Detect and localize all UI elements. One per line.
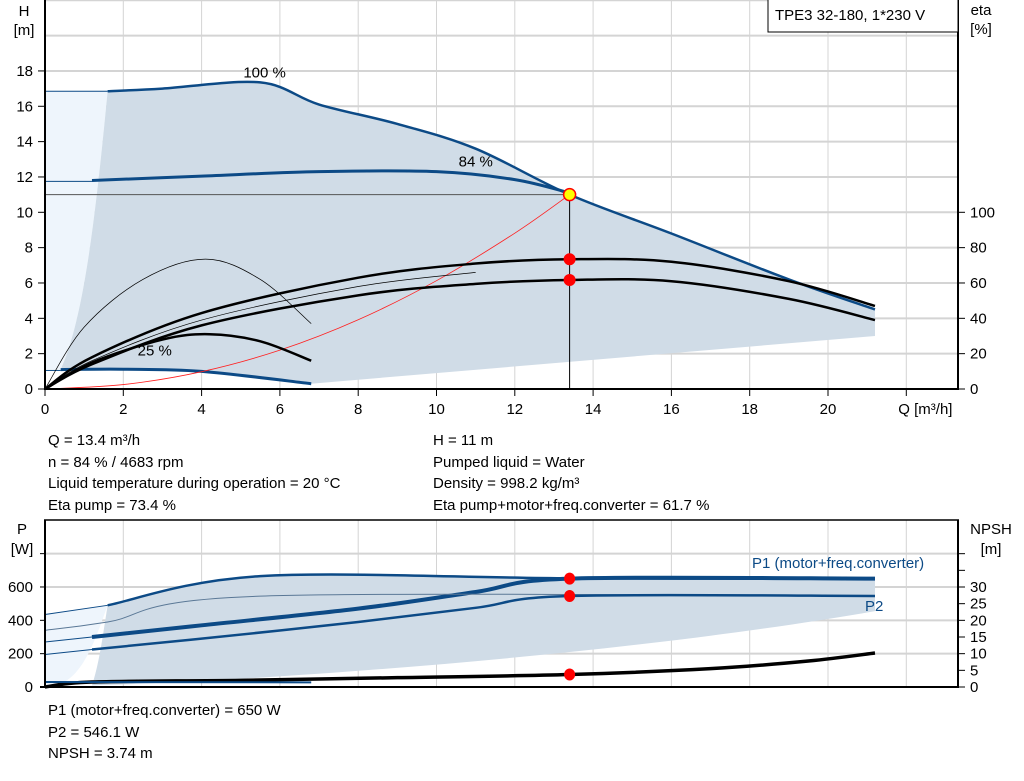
x-tick-label: 10 xyxy=(428,401,445,418)
info-temperature: Liquid temperature during operation = 20… xyxy=(48,475,341,492)
y-tick-label: 16 xyxy=(16,98,33,115)
npsh-point xyxy=(564,668,576,681)
curve-h-100 xyxy=(107,80,876,311)
curve-system-curve xyxy=(44,194,570,390)
curve-p2-84 xyxy=(91,593,875,651)
y2-tick-label: 100 xyxy=(970,204,995,221)
info-npsh: NPSH = 3.74 m xyxy=(48,745,153,762)
power-range-light-area xyxy=(45,605,108,686)
info-power: P1 (motor+freq.converter) = 650 W P2 = 5… xyxy=(48,700,281,765)
p1-84-extension xyxy=(44,636,93,643)
info-right: H = 11 m Pumped liquid = Water Density =… xyxy=(433,430,709,516)
y-tick-label: 18 xyxy=(16,63,33,80)
y-tick-label: 14 xyxy=(16,134,33,151)
p2-84-extension xyxy=(44,648,93,655)
npsh-axis-label: NPSH xyxy=(970,521,1012,538)
y-tick-label: 4 xyxy=(25,310,33,327)
y-tick-label: 12 xyxy=(16,169,33,186)
p-tick-label: 200 xyxy=(8,646,33,663)
npsh-tick-label: 5 xyxy=(970,662,978,679)
curve-h-25 xyxy=(60,367,312,386)
y2-tick-label: 60 xyxy=(970,275,987,292)
curve-label: 100 % xyxy=(243,64,286,81)
info-liquid: Pumped liquid = Water xyxy=(433,453,585,471)
y-tick-label: 10 xyxy=(16,204,33,221)
x-tick-label: 12 xyxy=(506,401,523,418)
y-tick-label: 6 xyxy=(25,275,33,292)
p2-point xyxy=(564,589,576,602)
y2-axis-unit: [%] xyxy=(970,21,992,38)
y2-tick-label: 0 xyxy=(970,381,978,398)
y-axis-label: H xyxy=(19,3,30,20)
power-range-area xyxy=(91,574,875,686)
y2-tick-label: 20 xyxy=(970,346,987,363)
info-speed: n = 84 % / 4683 rpm xyxy=(48,453,184,471)
npsh-tick-label: 15 xyxy=(970,629,987,646)
x-tick-label: 0 xyxy=(41,401,49,418)
y-tick-label: 8 xyxy=(25,240,33,257)
info-eta-pump: Eta pump = 73.4 % xyxy=(48,496,176,514)
y2-axis-label: eta xyxy=(971,2,993,19)
p1-series-label: P1 (motor+freq.converter) xyxy=(752,555,924,572)
info-p1: P1 (motor+freq.converter) = 650 W xyxy=(48,702,281,719)
curve-h-84 xyxy=(91,169,570,195)
x-tick-label: 6 xyxy=(276,401,284,418)
p-tick-label: 600 xyxy=(8,579,33,596)
p-tick-label: 0 xyxy=(25,679,33,696)
curve-eta-pump xyxy=(44,257,876,391)
x-tick-label: 8 xyxy=(354,401,362,418)
curve-p1-84 xyxy=(91,575,875,639)
eta-pump-point xyxy=(563,253,576,266)
x-tick-label: 18 xyxy=(741,401,758,418)
x-axis-label: Q [m³/h] xyxy=(898,401,952,418)
curve-label: 25 % xyxy=(138,343,172,360)
y-tick-label: 0 xyxy=(25,381,33,398)
curve-eta-small xyxy=(44,332,312,391)
curve-eta-thin xyxy=(44,272,476,390)
y-axis-unit: [m] xyxy=(14,22,35,39)
x-tick-label: 16 xyxy=(663,401,680,418)
info-p2: P2 = 546.1 W xyxy=(48,723,140,741)
info-left: Q = 13.4 m³/h n = 84 % / 4683 rpm Liquid… xyxy=(48,430,340,516)
p-tick-label: 400 xyxy=(8,612,33,629)
operating-point xyxy=(562,187,577,202)
npsh-axis-unit: [m] xyxy=(981,541,1002,558)
p-axis-unit: [W] xyxy=(11,541,34,558)
npsh-tick-label: 0 xyxy=(970,679,978,696)
p2-series-label: P2 xyxy=(865,598,883,615)
curve-label: 84 % xyxy=(459,154,493,171)
p-axis-label: P xyxy=(17,521,27,538)
eta-total-point xyxy=(563,273,576,286)
info-density: Density = 998.2 kg/m³ xyxy=(433,475,580,492)
x-tick-label: 2 xyxy=(119,401,127,418)
info-h: H = 11 m xyxy=(433,432,494,449)
info-q: Q = 13.4 m³/h xyxy=(48,432,141,449)
info-eta-total: Eta pump+motor+freq.converter = 61.7 % xyxy=(433,496,710,514)
npsh-tick-label: 25 xyxy=(970,596,987,613)
x-tick-label: 14 xyxy=(585,401,602,418)
curve-eta-small-thin xyxy=(44,258,312,390)
npsh-tick-label: 20 xyxy=(970,612,987,629)
npsh-tick-label: 30 xyxy=(970,579,987,596)
x-tick-label: 20 xyxy=(820,401,837,418)
title-box xyxy=(767,0,959,33)
y2-tick-label: 40 xyxy=(970,310,987,327)
operating-range-light-area xyxy=(45,91,108,370)
operating-range-area xyxy=(60,81,875,384)
p1-100-extension xyxy=(44,604,108,615)
chart-title: TPE3 32-180, 1*230 V xyxy=(775,7,925,24)
npsh-tick-label: 10 xyxy=(970,646,987,663)
x-tick-label: 4 xyxy=(197,401,205,418)
y-tick-label: 2 xyxy=(25,346,33,363)
p1-point xyxy=(564,572,576,585)
y2-tick-label: 80 xyxy=(970,240,987,257)
